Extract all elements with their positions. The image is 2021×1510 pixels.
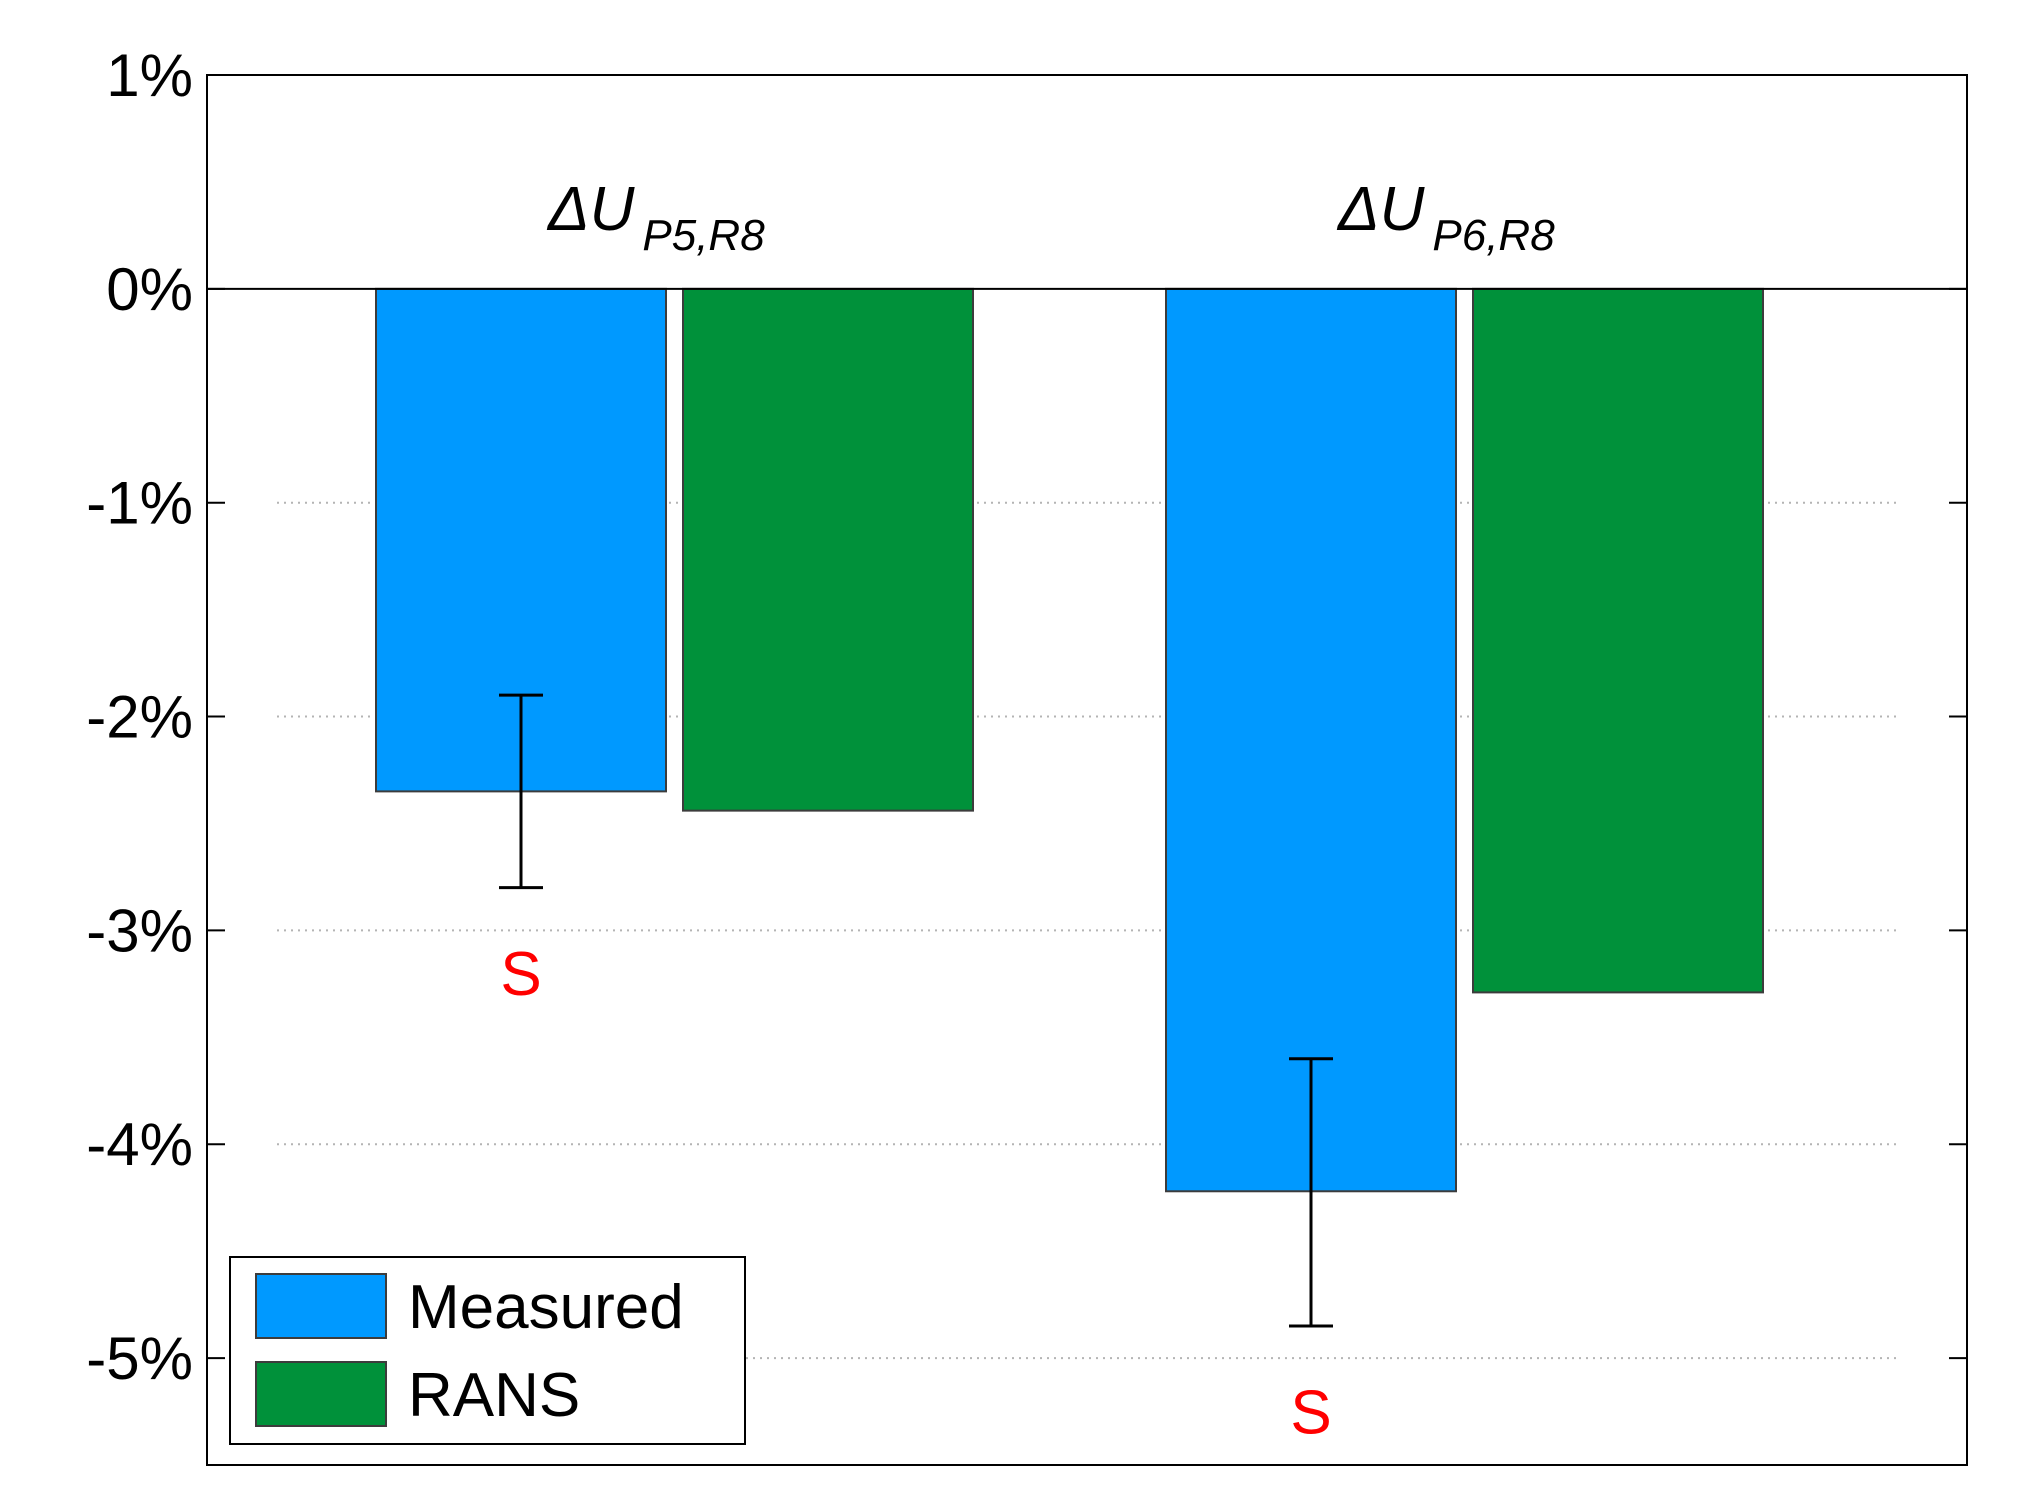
y-tick-label: -5% (86, 1325, 193, 1392)
legend: Measured RANS (229, 1256, 746, 1445)
y-tick-label: 1% (106, 42, 193, 109)
y-tick-label: -1% (86, 470, 193, 537)
category-label-sub: P6,R8 (1432, 211, 1555, 260)
category-label-main: ΔU (1336, 175, 1426, 244)
legend-label-rans: RANS (408, 1361, 580, 1430)
y-tick-label: -2% (86, 684, 193, 751)
legend-swatch-rans (255, 1361, 387, 1427)
plot-frame (206, 74, 1968, 1466)
category-label: ΔU P5,R8 (546, 175, 765, 260)
category-label-sub: P5,R8 (642, 211, 765, 260)
bar-rans (1472, 287, 1764, 994)
y-tick-labels: 1% 0% -1% -2% -3% -4% -5% (86, 42, 193, 1392)
category-label: ΔU P6,R8 (1336, 175, 1555, 260)
bar-rans (682, 287, 974, 812)
axes (206, 74, 1968, 1466)
category-labels: ΔU P5,R8 ΔU P6,R8 (546, 175, 1555, 260)
bar-measured (1165, 287, 1457, 1193)
y-tick-label: -4% (86, 1111, 193, 1178)
legend-label-measured: Measured (408, 1273, 684, 1342)
significance-annotation: S (1290, 1379, 1331, 1448)
y-tick-label: -3% (86, 897, 193, 964)
legend-swatch-measured (255, 1273, 387, 1339)
annotations: SS (500, 940, 1331, 1447)
significance-annotation: S (500, 940, 541, 1009)
category-label-main: ΔU (546, 175, 636, 244)
y-tick-label: 0% (106, 256, 193, 323)
bars (375, 287, 1764, 1193)
error-bars (499, 693, 1333, 1328)
